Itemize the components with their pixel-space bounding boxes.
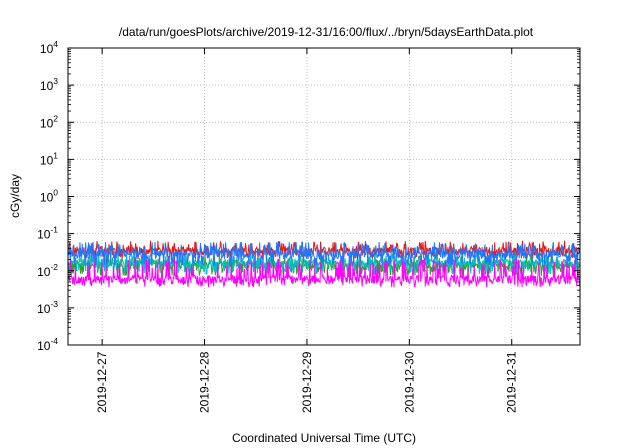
grid-lines (68, 48, 580, 345)
y-tick-label: 10-2 (37, 262, 58, 279)
x-tick-label: 2019-12-31 (505, 351, 519, 413)
x-tick-label: 2019-12-27 (95, 351, 109, 413)
y-tick-label: 10-3 (37, 299, 58, 316)
y-tick-label: 103 (40, 76, 58, 93)
x-tick-label: 2019-12-29 (300, 351, 314, 413)
series-layer (67, 240, 581, 289)
series-line (67, 258, 581, 289)
y-tick-label: 102 (40, 113, 58, 130)
x-tick-label: 2019-12-28 (198, 351, 212, 413)
x-axis-ticks: 2019-12-27 2019-12-28 2019-12-29 2019-12-30… (95, 48, 519, 413)
y-tick-label: 104 (40, 39, 58, 56)
y-tick-label: 100 (40, 188, 58, 205)
y-axis-ticks: 10-4 10-3 10-2 10-1 100 101 102 103 104 (37, 39, 580, 353)
x-tick-label: 2019-12-30 (402, 351, 416, 413)
series-line (67, 240, 581, 260)
y-tick-label: 10-4 (37, 336, 58, 353)
y-tick-label: 10-1 (37, 225, 58, 242)
chart-title: /data/run/goesPlots/archive/2019-12-31/1… (119, 25, 534, 39)
x-axis-label: Coordinated Universal Time (UTC) (232, 431, 416, 445)
y-axis-label: cGy/day (8, 174, 22, 218)
series-line (67, 241, 581, 266)
y-tick-label: 101 (40, 150, 58, 167)
